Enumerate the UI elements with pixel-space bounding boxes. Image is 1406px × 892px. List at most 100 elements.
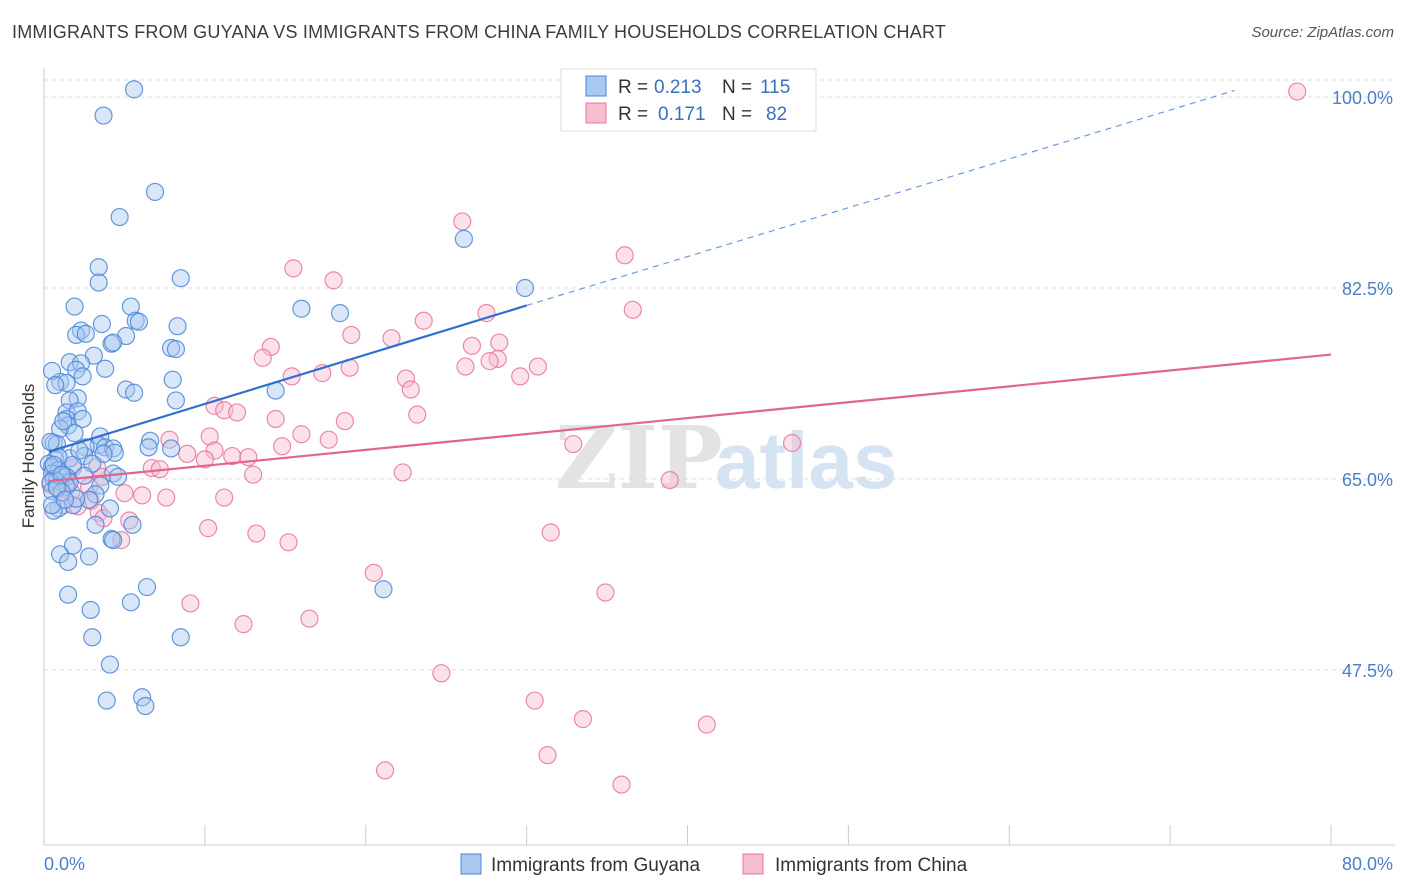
guyana-point-24	[166, 340, 186, 359]
china-point-21	[396, 369, 416, 388]
china-point-72	[300, 609, 319, 628]
china-point-56	[157, 488, 176, 507]
china-point-22	[511, 367, 530, 386]
legend-n-china: 82	[766, 104, 787, 125]
guyana-point-91	[63, 536, 83, 555]
china-point-7	[414, 311, 433, 330]
china-point-80	[612, 775, 631, 794]
china-point-55	[133, 486, 152, 505]
legend-n-label-guyana: N =	[722, 77, 752, 98]
china-point-41	[195, 450, 214, 469]
china-point-64	[198, 519, 218, 538]
china-point-0	[1288, 82, 1307, 101]
x-tick-label-1: 80.0%	[1342, 854, 1393, 874]
guyana-point-9	[65, 297, 84, 316]
trendline-china	[48, 353, 1332, 483]
china-point-1	[453, 212, 472, 231]
china-point-46	[244, 465, 263, 484]
china-point-15	[480, 352, 499, 371]
guyana-point-54	[139, 438, 158, 457]
guyana-point-82	[79, 490, 99, 509]
grid	[44, 79, 1395, 671]
guyana-point-95	[137, 577, 157, 597]
guyana-point-97	[59, 585, 78, 604]
guyana-point-88	[86, 515, 105, 534]
stats-legend: R = 0.213 N = 115 R = 0.171 N = 82	[560, 68, 817, 132]
guyana-point-12	[330, 304, 350, 323]
china-point-23	[401, 380, 420, 399]
china-point-29	[335, 412, 354, 431]
guyana-point-22	[104, 333, 123, 352]
china-point-35	[782, 433, 802, 453]
legend-n-label-china: N =	[722, 104, 752, 125]
guyana-point-19	[76, 324, 95, 343]
guyana-point-11	[292, 299, 311, 318]
legend-bottom-swatch-china	[742, 853, 764, 875]
china-point-70	[596, 583, 615, 602]
guyana-point-32	[57, 373, 76, 393]
china-point-73	[234, 615, 253, 634]
legend-r-china: 0.171	[658, 104, 706, 125]
legend-n-guyana: 115	[760, 77, 790, 98]
china-point-36	[272, 437, 292, 456]
guyana-point-117	[55, 490, 75, 509]
guyana-point-8	[515, 278, 535, 298]
guyana-point-106	[42, 361, 62, 381]
guyana-point-39	[166, 391, 186, 410]
china-point-31	[200, 427, 219, 446]
legend-r-guyana: 0.213	[654, 77, 702, 98]
china-point-38	[178, 444, 197, 463]
guyana-point-99	[81, 600, 100, 620]
china-point-74	[432, 664, 451, 683]
trendline-guyana	[48, 304, 527, 453]
guyana-point-29	[96, 359, 115, 378]
china-point-6	[623, 300, 642, 319]
guyana-point-55	[161, 439, 181, 458]
china-point-77	[697, 715, 716, 734]
guyana-point-10	[121, 297, 140, 316]
guyana-point-6	[171, 269, 190, 288]
china-point-26	[227, 403, 247, 422]
series-guyana	[39, 80, 535, 716]
watermark: ZIP atlas	[555, 408, 897, 509]
guyana-point-77	[57, 477, 76, 496]
guyana-point-86	[100, 499, 120, 518]
trendlines	[48, 89, 1332, 483]
guyana-point-2	[145, 182, 165, 202]
guyana-point-3	[110, 207, 129, 227]
guyana-point-87	[123, 515, 142, 534]
china-point-79	[375, 761, 395, 780]
svg-text:ZIP: ZIP	[555, 408, 723, 509]
legend-bottom-label-china: Immigrants from China	[775, 855, 968, 876]
china-point-52	[660, 470, 679, 490]
guyana-point-42	[57, 409, 76, 429]
china-point-19	[528, 357, 547, 376]
guyana-point-4	[454, 229, 473, 248]
china-point-27	[408, 405, 427, 424]
china-point-33	[319, 430, 338, 449]
china-point-61	[89, 503, 108, 522]
legend-r-label-guyana: R =	[618, 77, 648, 98]
tick-labels: 47.5% 65.0% 82.5% 100.0% 0.0% 80.0%	[44, 88, 1393, 874]
source-label: Source: ZipAtlas.com	[1251, 24, 1394, 41]
y-axis-label: Family Households	[19, 384, 38, 529]
china-point-67	[279, 533, 298, 552]
guyana-point-33	[163, 370, 182, 389]
guyana-point-104	[97, 691, 116, 710]
china-point-78	[538, 746, 557, 765]
china-point-13	[253, 348, 272, 367]
china-point-30	[292, 425, 311, 444]
guyana-point-16	[92, 314, 112, 334]
legend-r-label-china: R =	[618, 104, 648, 125]
china-point-34	[564, 434, 583, 454]
legend-bottom-swatch-guyana	[460, 853, 482, 875]
svg-text:atlas: atlas	[715, 416, 897, 505]
series-legend: Immigrants from Guyana Immigrants from C…	[460, 853, 968, 876]
china-point-10	[462, 336, 482, 355]
guyana-point-90	[104, 531, 123, 550]
china-point-2	[615, 246, 634, 265]
y-tick-label-0: 47.5%	[1342, 661, 1393, 681]
china-point-54	[115, 484, 134, 503]
legend-bottom-label-guyana: Immigrants from Guyana	[491, 855, 700, 876]
